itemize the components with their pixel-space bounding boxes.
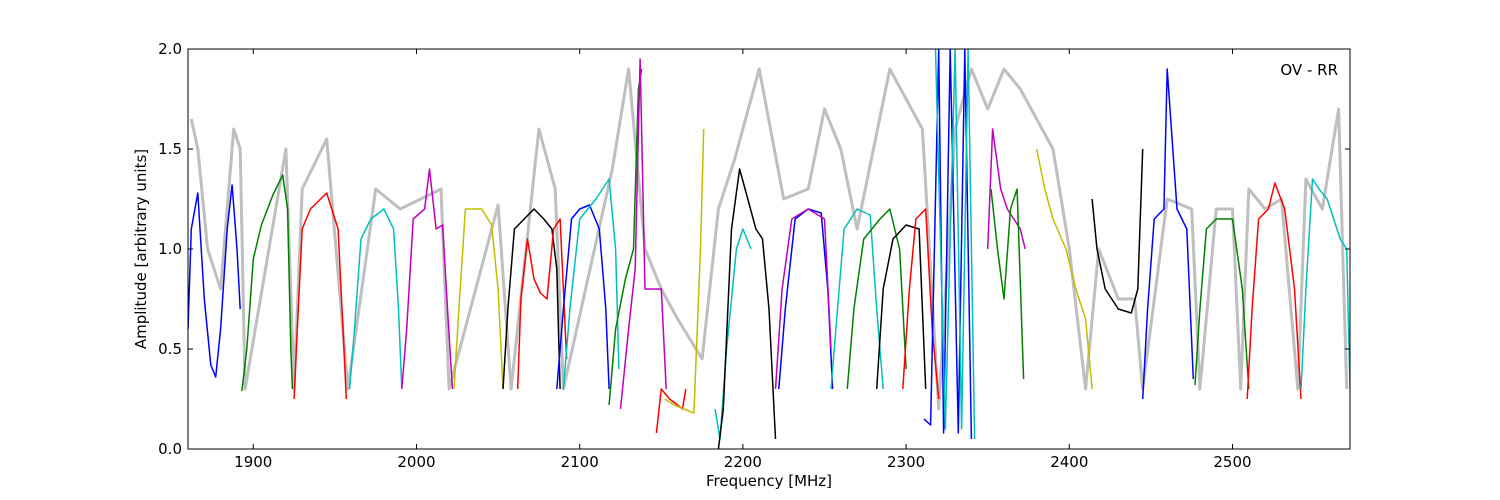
series-line-6	[453, 208, 504, 390]
series-line-4	[348, 208, 403, 390]
panel-annotation: OV - RR	[1280, 61, 1338, 79]
series-line-18	[774, 208, 832, 390]
series-line-26	[990, 188, 1025, 380]
series-line-9	[556, 204, 610, 390]
series-line-15	[714, 228, 752, 440]
x-axis-title: Frequency [MHz]	[706, 472, 832, 490]
series-line-19	[830, 208, 884, 390]
series-line-30	[1194, 218, 1250, 390]
series-line-28	[1091, 148, 1144, 314]
series-line-32	[1300, 178, 1350, 390]
series-line-29	[1141, 68, 1195, 400]
y-tick-label: 0.0	[158, 440, 182, 458]
series-line-20	[846, 208, 907, 390]
series-line-5	[401, 168, 454, 390]
series-line-7	[502, 208, 561, 390]
series-line-21	[875, 224, 927, 390]
series-line-16	[717, 168, 777, 449]
series-line-13	[655, 388, 687, 434]
x-axis: 1900 2000 2100 2200 2300 2400 2500	[234, 49, 1252, 471]
series-line-8	[516, 218, 568, 390]
series-line-31	[1246, 182, 1302, 400]
x-tick-label: 2400	[1050, 453, 1088, 471]
x-tick-label: 2100	[561, 453, 599, 471]
series-line-24	[934, 49, 976, 440]
series-line-14	[664, 128, 705, 414]
x-tick-label: 2200	[724, 453, 762, 471]
series-line-22	[902, 208, 940, 400]
y-tick-label: 2.0	[158, 40, 182, 58]
x-tick-label: 2500	[1213, 453, 1251, 471]
series-layer	[188, 49, 1350, 449]
reference-envelope-line	[189, 67, 1349, 411]
reference-envelope-layer	[189, 67, 1349, 411]
series-line-12	[619, 58, 667, 410]
y-tick-label: 1.5	[158, 140, 182, 158]
series-line-3	[293, 192, 348, 400]
series-line-10	[562, 178, 620, 390]
x-tick-label: 2300	[887, 453, 925, 471]
y-axis-title: Amplitude [arbitrary units]	[132, 149, 150, 349]
series-line-25	[986, 128, 1026, 250]
y-tick-label: 1.0	[158, 240, 182, 258]
series-line-2	[241, 174, 294, 392]
series-line-1	[188, 184, 241, 378]
x-tick-label: 2000	[397, 453, 435, 471]
series-line-27	[1035, 148, 1093, 390]
series-line-23	[923, 49, 973, 440]
y-axis: 0.0 0.5 1.0 1.5 2.0	[158, 40, 1350, 458]
x-tick-label: 1900	[234, 453, 272, 471]
y-tick-label: 0.5	[158, 340, 182, 358]
